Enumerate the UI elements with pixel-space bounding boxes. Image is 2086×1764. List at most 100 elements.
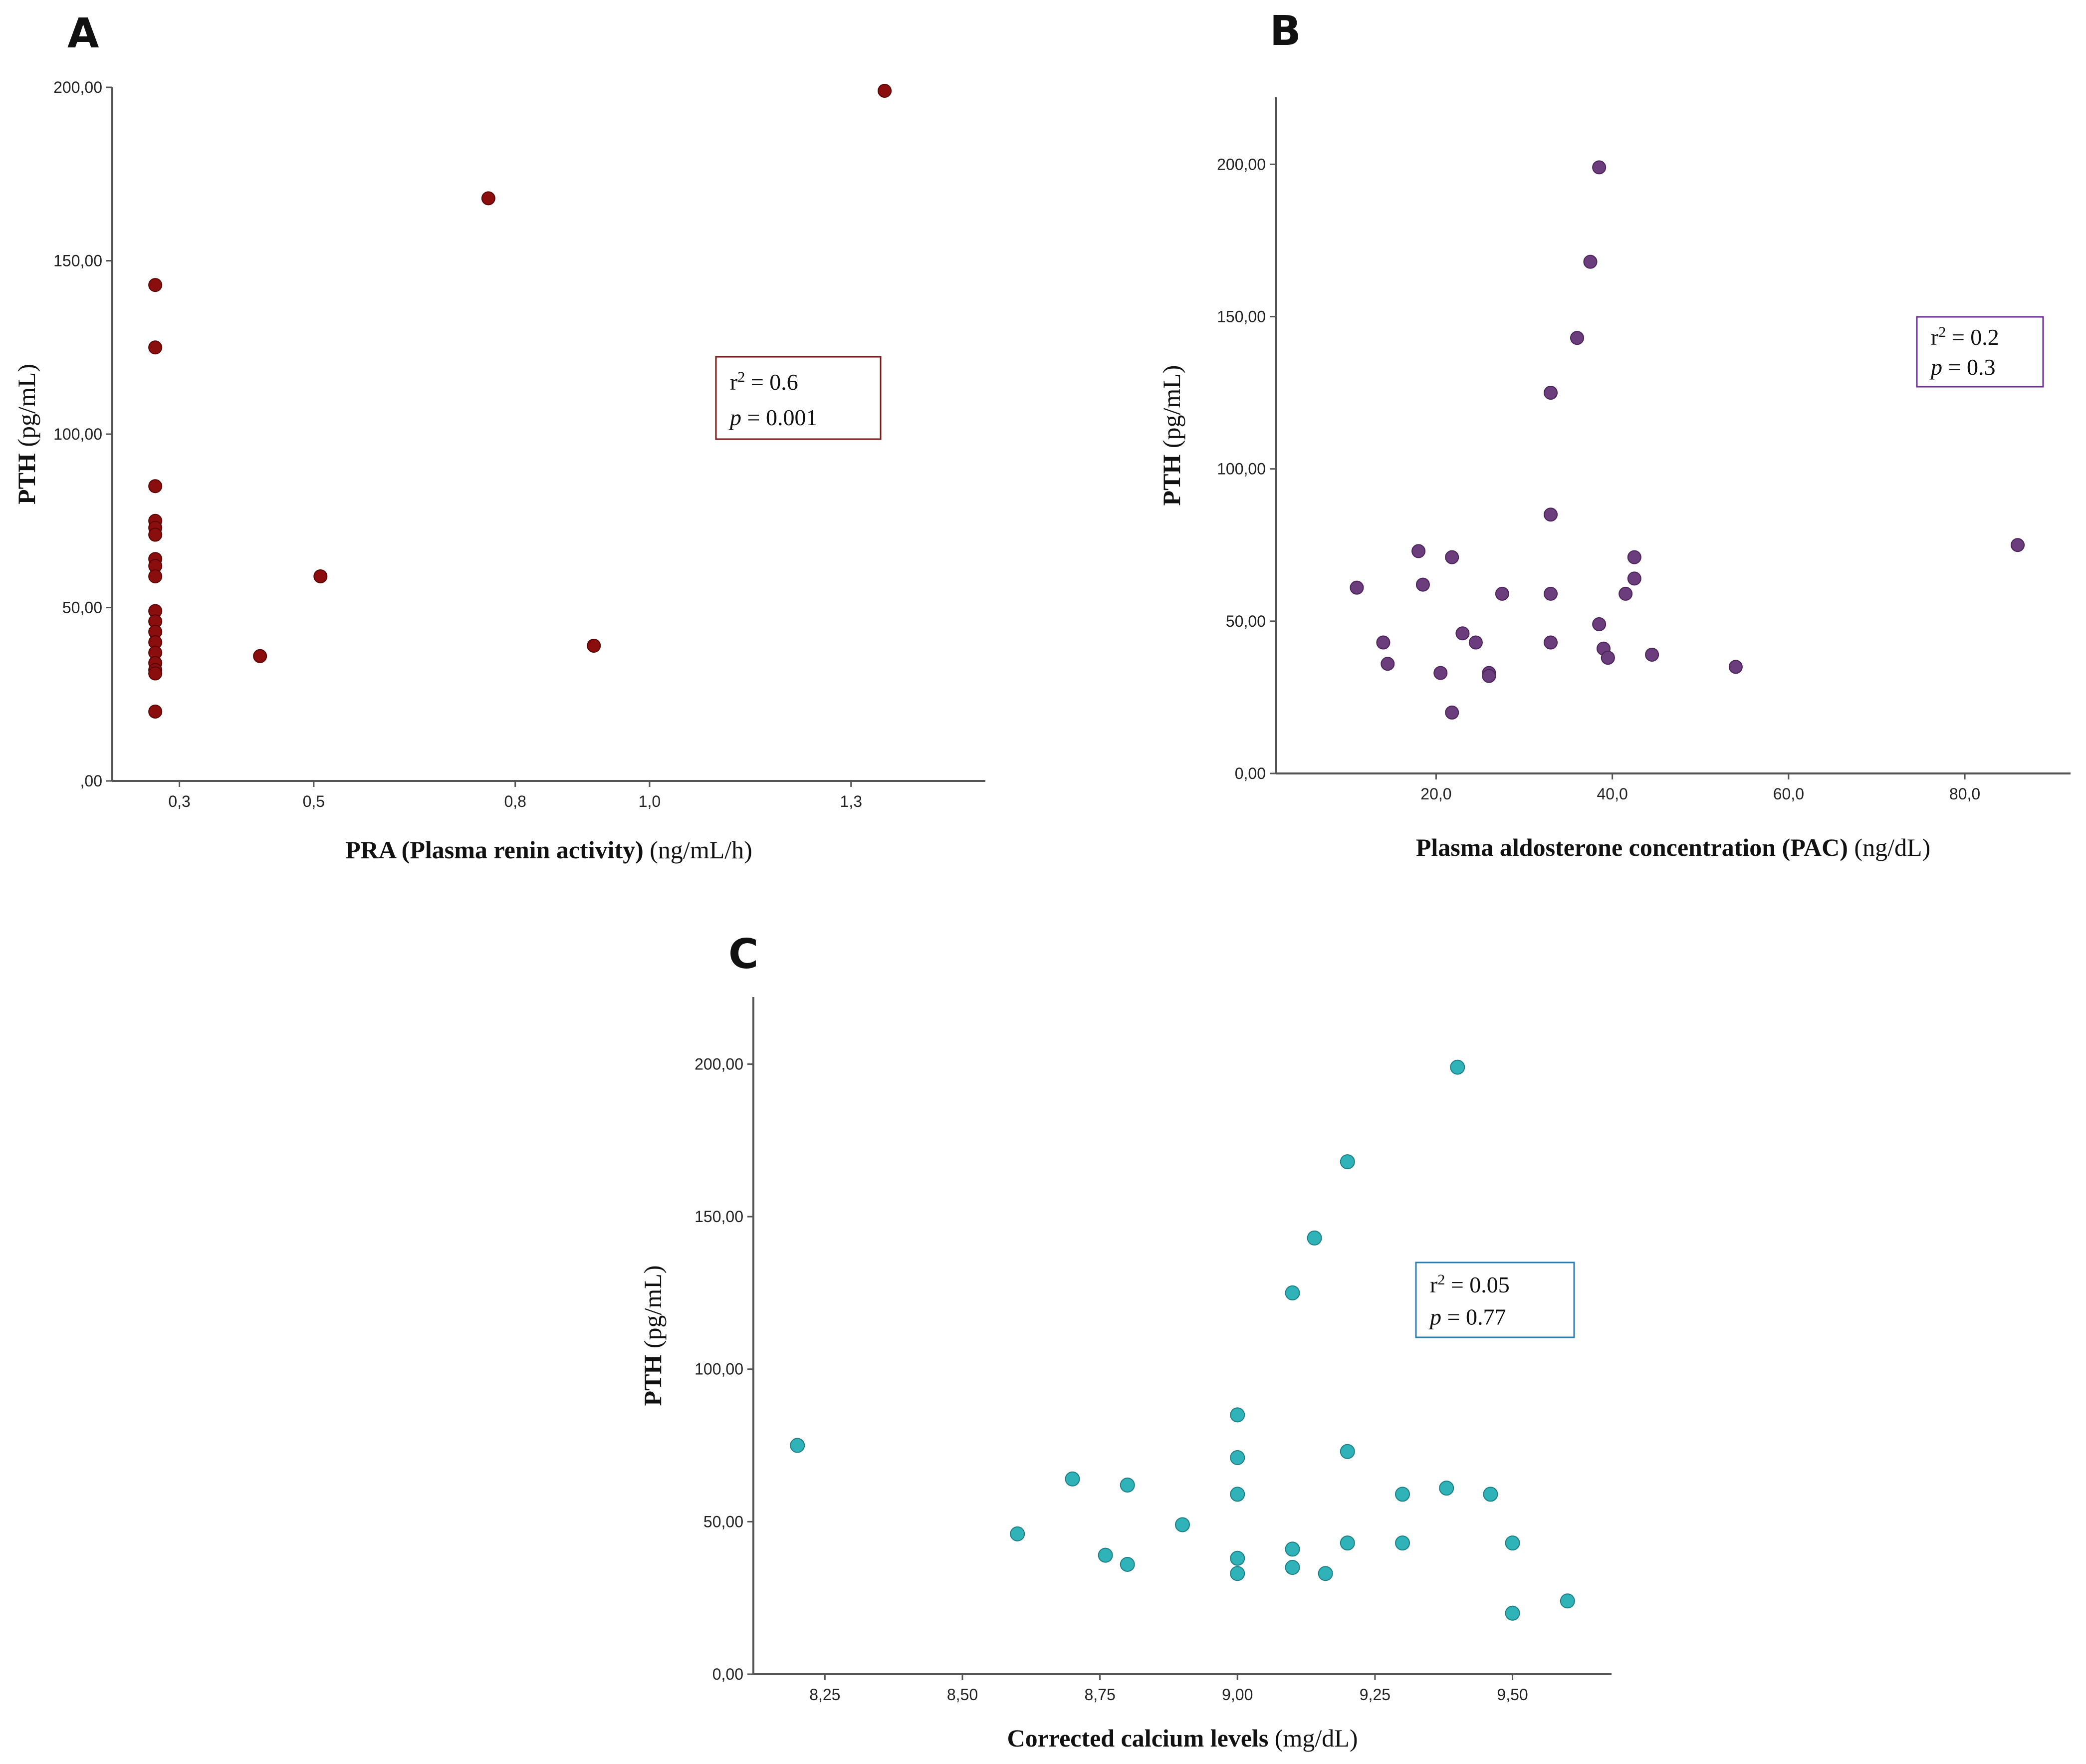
chart-panel-b: 0,00 50,00 100,00 150,00 200,00 20,0 40,0 60,0 8…: [1073, 0, 2086, 898]
chart-c-data-point: [1318, 1566, 1333, 1581]
panel-letter-b: B: [1270, 7, 1301, 55]
chart-a-x-tick-label: 0,3: [168, 792, 190, 810]
chart-c-stats-r2-symbol: r: [1430, 1272, 1437, 1297]
chart-c-x-tick-label: 8,75: [1084, 1686, 1115, 1704]
chart-a-stats-p: p = 0.001: [728, 405, 817, 430]
chart-b-data-point: [1455, 626, 1470, 641]
chart-b-y-tick-label: 100,00: [1217, 460, 1266, 478]
chart-a-y-axis-label-main: PTH: [12, 453, 40, 504]
chart-a-data-point: [587, 638, 601, 653]
chart-a-data-point: [313, 569, 328, 583]
chart-c-data-point: [1340, 1154, 1355, 1170]
chart-b-data-point: [1482, 669, 1496, 683]
chart-a-y-tick-label: 150,00: [53, 252, 102, 270]
chart-c-x-tick-label: 8,50: [947, 1686, 978, 1704]
chart-a-data-point: [481, 191, 495, 206]
chart-c-data-point: [1285, 1541, 1300, 1557]
chart-c-data-point: [1230, 1566, 1245, 1581]
chart-b-y-tick-label: 50,00: [1226, 612, 1266, 630]
chart-b-stats-r2-value: = 0.2: [1946, 324, 1999, 350]
chart-a-x-tick-label: 0,5: [303, 792, 325, 810]
chart-b-data-point: [1415, 577, 1430, 592]
chart-c-stats-r2-sup: 2: [1437, 1271, 1445, 1288]
chart-c-x-tick-label: 9,00: [1222, 1686, 1253, 1704]
chart-b-svg: 0,00 50,00 100,00 150,00 200,00 20,0 40,0 60,0 8…: [1158, 97, 2071, 861]
chart-a-data-point: [148, 278, 163, 292]
chart-c-y-tick-label: 50,00: [703, 1512, 743, 1530]
chart-a-data-point: [148, 479, 163, 494]
chart-c-stats-p: p = 0.77: [1428, 1304, 1506, 1330]
chart-b-stats-r2-symbol: r: [1931, 324, 1938, 350]
chart-b-stats-box: [1916, 316, 2044, 388]
chart-c-data-point: [1120, 1556, 1135, 1572]
chart-panel-c: 0,00 50,00 100,00 150,00 200,00 8,25 8,50 8,75 9…: [599, 923, 1671, 1764]
chart-a-data-point: [148, 569, 163, 583]
chart-c-data-point: [1439, 1481, 1454, 1496]
chart-c-data-point: [1505, 1535, 1520, 1551]
chart-c-x-axis-label: Corrected calcium levels (mg/dL): [1007, 1724, 1358, 1752]
chart-b-y-axis-label-main: PTH: [1158, 455, 1185, 506]
chart-c-y-tick-label: 150,00: [695, 1208, 743, 1226]
chart-c-data-point: [1560, 1593, 1575, 1609]
chart-c-data-point: [1098, 1547, 1113, 1563]
chart-c-data-point: [1285, 1560, 1300, 1575]
chart-c-y-tick-label: 0,00: [712, 1665, 743, 1683]
chart-c-y-axis-label-unit: (pg/mL): [639, 1265, 667, 1355]
chart-c-stats-p-symbol: p: [1428, 1304, 1441, 1330]
chart-b-stats-p: p = 0.3: [1929, 354, 1995, 380]
chart-c-data-point: [1230, 1487, 1245, 1502]
chart-a-stats-p-symbol: p: [728, 405, 741, 430]
chart-b-data-point: [1350, 580, 1364, 595]
chart-b-data-point: [1468, 635, 1483, 650]
chart-a-data-point: [148, 340, 163, 355]
chart-c-svg: 0,00 50,00 100,00 150,00 200,00 8,25 8,50 8,75 9…: [639, 997, 1612, 1752]
chart-b-data-point: [1445, 550, 1459, 564]
chart-c-data-point: [1175, 1517, 1190, 1532]
chart-b-stats-p-symbol: p: [1929, 354, 1942, 380]
chart-a-stats-r2: r2 = 0.6: [730, 369, 798, 395]
chart-c-data-point: [1285, 1285, 1300, 1300]
chart-c-y-tick-label: 100,00: [695, 1360, 743, 1378]
chart-c-data-point: [790, 1438, 805, 1453]
chart-c-y-axis-label-main: PTH: [639, 1355, 667, 1406]
chart-b-data-point: [1570, 331, 1584, 345]
chart-b-data-point: [1583, 254, 1598, 269]
chart-b-x-tick-label: 20,0: [1420, 785, 1451, 803]
chart-c-data-point: [1395, 1487, 1410, 1502]
chart-a-y-tick-label: 100,00: [53, 425, 102, 443]
chart-b-stats-r2-sup: 2: [1938, 324, 1946, 340]
chart-a-data-point: [253, 649, 267, 663]
chart-c-stats-box: [1415, 1261, 1575, 1338]
chart-a-x-tick-label: 1,3: [840, 792, 862, 810]
chart-c-y-tick-label: 200,00: [695, 1055, 743, 1073]
chart-b-x-tick-label: 80,0: [1949, 785, 1980, 803]
chart-b-data-point: [1544, 586, 1558, 601]
panel-letter-c: C: [728, 931, 759, 978]
chart-b-x-axis-label: Plasma aldosterone concentration (PAC) (…: [1416, 833, 1930, 861]
chart-a-x-axis-label-unit: (ng/mL/h): [644, 836, 752, 864]
chart-a-data-point: [148, 705, 163, 719]
chart-b-data-point: [1592, 617, 1607, 631]
chart-c-data-point: [1230, 1550, 1245, 1566]
chart-b-data-point: [1645, 647, 1659, 662]
chart-c-data-point: [1120, 1478, 1135, 1493]
chart-b-x-axis-label-unit: (ng/dL): [1848, 833, 1930, 861]
chart-c-stats-r2: r2 = 0.05: [1430, 1271, 1510, 1297]
chart-c-x-axis-label-unit: (mg/dL): [1268, 1724, 1358, 1752]
chart-b-data-point: [1627, 550, 1641, 564]
chart-a-stats-r2-symbol: r: [730, 369, 737, 395]
chart-b-data-point: [1592, 160, 1607, 175]
chart-b-data-point: [1381, 657, 1395, 671]
chart-a-x-tick-label: 1,0: [639, 792, 661, 810]
chart-b-data-point: [1433, 666, 1448, 680]
chart-a-stats-p-value: = 0.001: [741, 405, 817, 430]
chart-c-stats-p-value: = 0.77: [1441, 1304, 1506, 1330]
chart-b-data-point: [1376, 635, 1391, 650]
chart-a-stats-box: [715, 356, 882, 440]
chart-c-data-point: [1483, 1487, 1498, 1502]
chart-b-x-tick-label: 60,0: [1773, 785, 1804, 803]
chart-panel-a: ,00 50,00 100,00 150,00 200,00 0,3 0,5 0,8 1,0 1,…: [0, 0, 1023, 898]
chart-b-data-point: [1544, 507, 1558, 522]
chart-c-x-tick-label: 9,50: [1497, 1686, 1528, 1704]
panel-letter-a: A: [67, 10, 99, 57]
